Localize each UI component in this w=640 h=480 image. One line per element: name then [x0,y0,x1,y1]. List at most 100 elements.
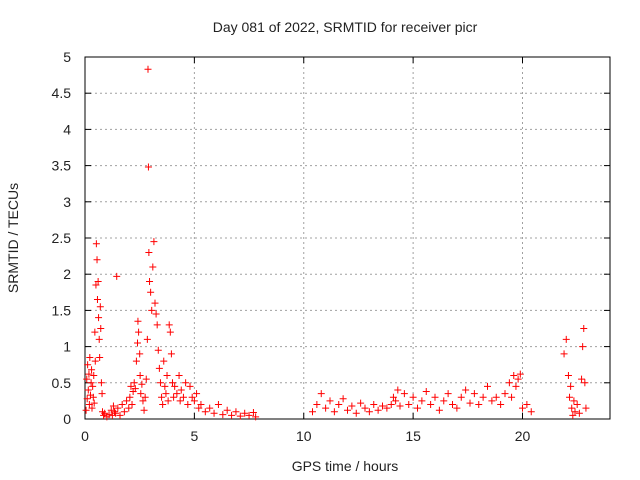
data-point [352,409,360,417]
data-point [569,411,577,419]
data-point [111,408,119,416]
data-point [90,399,98,407]
data-point [440,397,448,405]
data-point [139,397,147,405]
data-point [409,393,417,401]
data-point [84,361,92,369]
data-point [86,353,94,361]
data-point [449,401,456,409]
data-point [335,401,343,409]
data-point [560,350,568,358]
data-point [508,393,516,401]
data-point [161,382,169,390]
data-point [142,375,150,383]
data-point [140,406,148,414]
data-point [422,387,430,395]
data-point [313,401,321,409]
data-point [570,397,578,405]
x-tick-label: 15 [405,428,421,444]
data-point [107,406,115,414]
data-point [427,401,435,409]
data-point [466,399,474,407]
data-point [186,382,194,390]
data-point [160,357,168,365]
data-point [152,310,160,318]
data-point [147,288,155,296]
data-point [88,404,96,412]
data-point [134,339,141,347]
data-point [580,325,588,332]
data-point [322,404,330,412]
grid [85,57,610,419]
y-tick-label: 4.5 [52,85,72,101]
data-point [159,401,167,409]
x-tick-label: 0 [81,428,89,444]
data-point [151,299,159,307]
data-point [564,372,572,380]
data-point [154,346,162,354]
data-point [112,409,120,417]
data-point [387,401,395,409]
data-point [88,366,96,374]
data-point [348,402,356,410]
data-point [519,404,526,412]
data-point [223,406,231,414]
y-tick-label: 3.5 [52,158,72,174]
data-point [105,411,113,419]
data-point [171,382,179,390]
data-point [210,409,218,417]
data-point [87,379,95,387]
data-point [114,404,122,412]
data-point [201,408,209,416]
data-point [578,375,586,383]
data-point [82,406,90,414]
data-point [177,386,185,394]
data-point [383,404,391,412]
data-point [137,390,145,398]
data-point [113,272,121,280]
data-point [93,256,101,264]
data-point [414,404,421,412]
data-point [83,375,91,383]
y-tick-label: 3 [63,194,71,210]
data-point [479,393,487,401]
y-tick-label: 5 [63,49,71,65]
data-point [374,406,382,414]
data-point [568,404,576,412]
data-point [83,395,91,403]
data-point [394,386,402,394]
data-point [567,382,575,390]
data-point [309,408,316,416]
y-tick-label: 0 [63,411,71,427]
data-point [197,401,205,409]
data-point [125,404,133,412]
data-points [82,65,590,421]
data-point [392,397,400,405]
data-point [96,303,104,311]
data-point [484,382,491,390]
data-point [134,317,142,325]
data-point [89,393,97,401]
data-point [562,335,570,343]
data-point [84,386,92,394]
y-tick-label: 1 [63,339,71,355]
data-point [453,404,461,412]
x-tick-label: 10 [296,428,312,444]
data-point [95,335,103,343]
data-point [236,412,244,420]
data-point [357,399,365,407]
y-axis-label: SRMTID / TECUs [5,183,21,293]
data-point [361,404,369,412]
data-point [514,375,522,383]
data-point [167,350,175,358]
data-point [228,411,236,419]
data-point [188,393,196,401]
data-point [475,401,483,409]
data-point [158,393,166,401]
data-point [523,401,531,409]
data-point [149,263,157,271]
data-point [241,409,249,417]
data-point [90,372,98,380]
data-point [579,343,587,351]
data-point [85,370,93,378]
